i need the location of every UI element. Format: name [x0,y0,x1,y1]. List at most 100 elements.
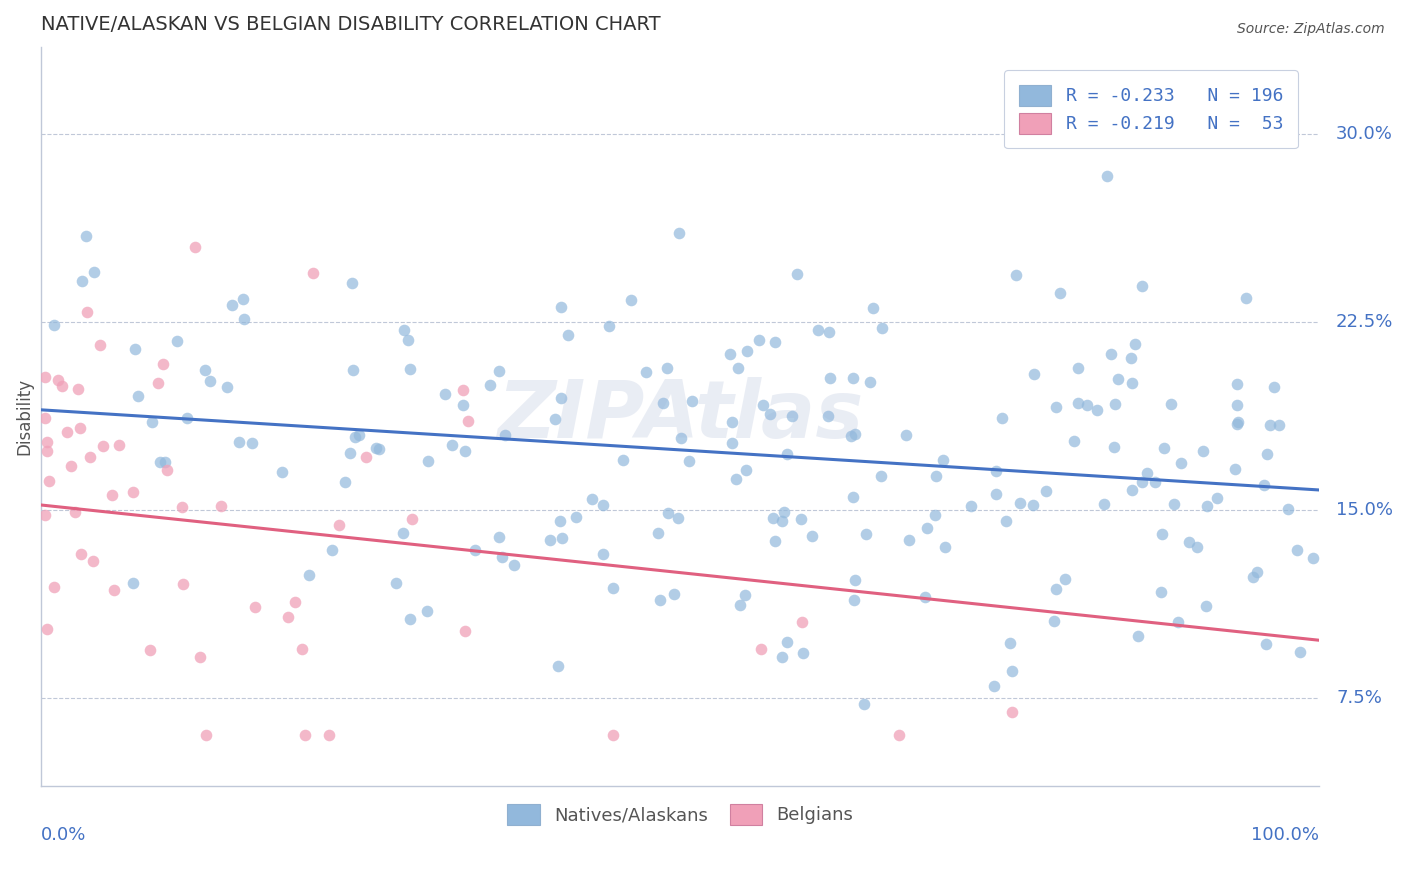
Point [183,240,205,254]
Point [1160,397,1182,411]
Point [89,337,111,351]
Point [385,576,408,591]
Point [1035,483,1057,498]
Point [914,590,936,604]
Point [862,301,884,316]
Point [1185,540,1208,554]
Point [1001,705,1024,719]
Point [70,275,93,289]
Point [172,500,194,514]
Point [1241,570,1264,584]
Point [959,499,981,513]
Point [550,391,572,405]
Point [917,521,939,535]
Point [141,416,163,430]
Point [984,464,1007,478]
Point [543,411,565,425]
Point [565,509,588,524]
Point [671,431,693,445]
Point [859,375,882,389]
Point [592,548,614,562]
Point [648,593,671,607]
Point [51,379,73,393]
Point [776,447,799,461]
Point [1246,565,1268,579]
Point [297,568,319,582]
Point [1121,376,1143,391]
Point [100,488,122,502]
Point [290,641,312,656]
Point [491,549,513,564]
Point [896,428,918,442]
Point [1150,527,1173,541]
Point [538,533,561,547]
Point [194,363,217,377]
Point [228,434,250,449]
Point [127,389,149,403]
Point [790,512,813,526]
Point [284,595,307,609]
Point [488,531,510,545]
Point [418,454,440,468]
Point [209,499,232,513]
Point [271,465,294,479]
Point [333,475,356,489]
Text: Source: ZipAtlas.com: Source: ZipAtlas.com [1237,22,1385,37]
Point [294,728,316,742]
Point [451,384,474,398]
Point [724,472,747,486]
Point [488,364,510,378]
Point [612,452,634,467]
Point [1253,477,1275,491]
Point [842,593,865,607]
Point [396,333,419,347]
Point [1104,397,1126,411]
Point [172,577,194,591]
Point [242,436,264,450]
Point [79,450,101,464]
Point [792,615,814,629]
Point [934,540,956,554]
Point [399,362,422,376]
Point [666,510,689,524]
Point [925,468,948,483]
Point [166,334,188,348]
Point [735,344,758,359]
Point [1136,466,1159,480]
Point [1045,400,1067,414]
Point [34,411,56,425]
Point [233,312,256,326]
Point [1288,645,1310,659]
Text: 30.0%: 30.0% [1336,126,1393,144]
Point [1150,585,1173,599]
Point [678,454,700,468]
Point [188,649,211,664]
Point [1226,376,1249,391]
Point [433,387,456,401]
Point [720,436,742,450]
Point [368,442,391,457]
Point [124,342,146,356]
Point [1205,491,1227,505]
Text: 100.0%: 100.0% [1251,826,1319,844]
Point [1043,614,1066,628]
Point [139,642,162,657]
Point [66,382,89,396]
Point [340,276,363,290]
Y-axis label: Disability: Disability [15,377,32,455]
Point [734,462,756,476]
Text: ZIPAtlas: ZIPAtlas [498,377,863,455]
Point [842,371,865,385]
Point [786,267,808,281]
Point [776,635,799,649]
Point [82,554,104,568]
Point [841,490,863,504]
Point [494,427,516,442]
Point [1022,499,1045,513]
Point [1226,417,1249,431]
Point [1107,372,1129,386]
Point [1286,543,1309,558]
Point [122,485,145,500]
Point [347,428,370,442]
Point [1226,398,1249,412]
